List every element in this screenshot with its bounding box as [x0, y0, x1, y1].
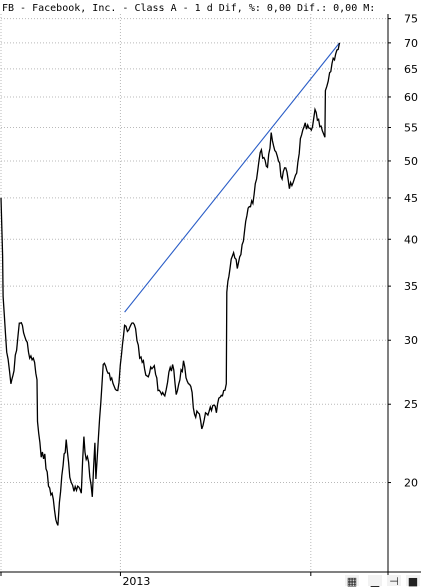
- y-tick-label: 60: [404, 91, 418, 104]
- trendline-layer: [124, 42, 340, 313]
- price-series-line: [0, 42, 341, 526]
- layout-icon-bg: [345, 575, 359, 586]
- color-swatch-icon[interactable]: ■: [406, 575, 420, 587]
- grid-layer: [0, 14, 389, 572]
- layout-icon-glyph: ▦: [347, 575, 357, 587]
- minimize-icon-glyph: ▁: [370, 575, 380, 587]
- pin-icon-bg: [387, 575, 401, 586]
- y-tick-label: 20: [404, 477, 418, 490]
- y-axis-ticks: 20 25 30 35 40 45 50 55 60 65 70 75: [388, 13, 418, 490]
- trend-line: [124, 42, 340, 313]
- y-tick-label: 55: [404, 122, 418, 135]
- x-tick-label: 2013: [122, 575, 150, 587]
- layout-icon[interactable]: ▦: [345, 575, 359, 587]
- y-tick-label: 25: [404, 398, 418, 411]
- y-tick-label: 40: [404, 233, 418, 246]
- y-tick-label: 75: [404, 13, 418, 26]
- color-swatch-icon-glyph: ■: [408, 575, 418, 587]
- y-tick-label: 65: [404, 63, 418, 76]
- axis-layer: [0, 14, 421, 573]
- chart-title: FB - Facebook, Inc. - Class A - 1 d Dif,…: [2, 3, 375, 14]
- minimize-icon[interactable]: ▁: [368, 575, 382, 587]
- pin-icon-glyph: ⊣: [389, 575, 399, 587]
- y-tick-label: 30: [404, 334, 418, 347]
- pin-icon[interactable]: ⊣: [387, 575, 401, 587]
- y-tick-label: 50: [404, 155, 418, 168]
- color-swatch-icon-bg: [406, 575, 420, 586]
- series-layer: [0, 42, 341, 526]
- y-tick-label: 70: [404, 37, 418, 50]
- minimize-icon-bg: [368, 575, 382, 586]
- x-axis-ticks: 2013: [0, 572, 389, 587]
- y-tick-label: 45: [404, 192, 418, 205]
- chart-controls: ▦ ▁ ⊣ ■: [345, 575, 420, 587]
- y-tick-label: 35: [404, 280, 418, 293]
